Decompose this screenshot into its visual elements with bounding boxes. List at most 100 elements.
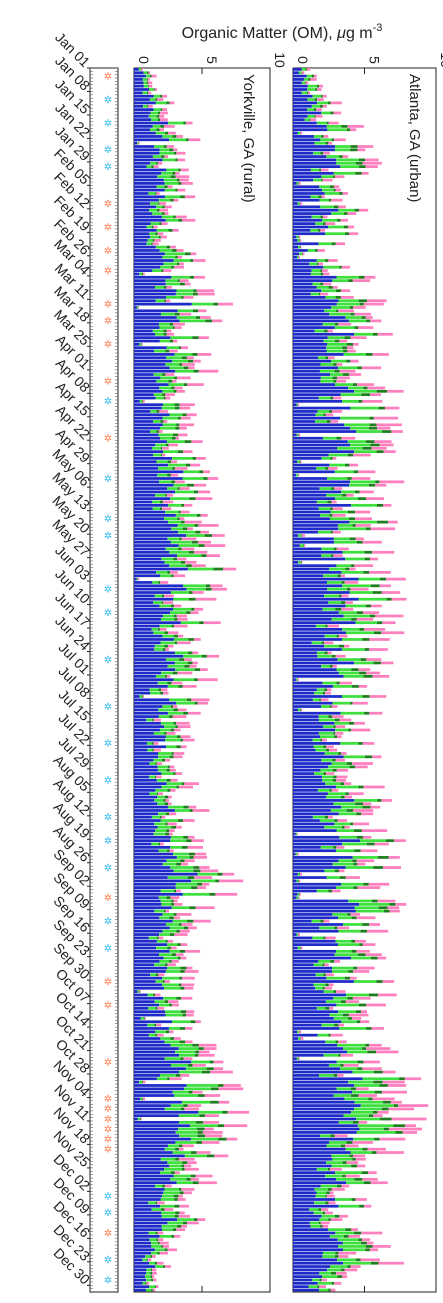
- stacked-bar-segment: [331, 1281, 335, 1285]
- stacked-bar-segment: [293, 976, 327, 980]
- stacked-bar-segment: [154, 1248, 165, 1252]
- stacked-bar-segment: [342, 1241, 361, 1245]
- stacked-bar-segment: [191, 302, 214, 306]
- stacked-bar-segment: [297, 202, 300, 205]
- weather-marker: ✲: [104, 584, 112, 595]
- stacked-bar-segment: [146, 165, 152, 168]
- stacked-bar-segment: [180, 195, 185, 199]
- stacked-bar-segment: [293, 1010, 339, 1014]
- stacked-bar-segment: [164, 631, 168, 635]
- stacked-bar-segment: [187, 845, 203, 849]
- stacked-bar-segment: [167, 473, 171, 477]
- stacked-bar-segment: [192, 336, 199, 340]
- stacked-bar-segment: [164, 802, 169, 806]
- stacked-bar-segment: [293, 1060, 337, 1064]
- stacked-bar-segment: [134, 738, 166, 742]
- stacked-bar-segment: [293, 426, 351, 430]
- stacked-bar-segment: [134, 319, 180, 323]
- stacked-bar-segment: [182, 477, 204, 480]
- stacked-bar-segment: [158, 973, 165, 977]
- stacked-bar-segment: [358, 685, 368, 688]
- stacked-bar-segment: [134, 886, 176, 889]
- stacked-bar-segment: [171, 1003, 179, 1007]
- stacked-bar-segment: [344, 1234, 349, 1238]
- stacked-bar-segment: [211, 587, 227, 591]
- stacked-bar-segment: [195, 597, 217, 601]
- stacked-bar-segment: [345, 557, 365, 561]
- stacked-bar-segment: [293, 470, 335, 474]
- y-axis-label-mu: μ: [336, 25, 346, 42]
- stacked-bar-segment: [160, 842, 164, 846]
- stacked-bar-segment: [293, 239, 298, 242]
- stacked-bar-segment: [150, 202, 159, 205]
- stacked-bar-segment: [148, 71, 151, 75]
- stacked-bar-segment: [351, 1017, 362, 1020]
- stacked-bar-segment: [324, 644, 339, 648]
- stacked-bar-segment: [293, 363, 321, 366]
- stacked-bar-segment: [377, 332, 393, 336]
- stacked-bar-segment: [134, 413, 170, 417]
- stacked-bar-segment: [134, 1131, 176, 1134]
- stacked-bar-segment: [338, 812, 357, 816]
- stacked-bar-segment: [293, 450, 355, 454]
- stacked-bar-segment: [179, 537, 182, 541]
- stacked-bar-segment: [182, 527, 188, 531]
- stacked-bar-segment: [343, 349, 348, 353]
- stacked-bar-segment: [313, 1211, 323, 1215]
- stacked-bar-segment: [326, 876, 340, 879]
- stacked-bar-segment: [171, 386, 175, 390]
- stacked-bar-segment: [134, 212, 153, 215]
- stacked-bar-segment: [385, 577, 406, 581]
- stacked-bar-segment: [293, 1171, 336, 1175]
- stacked-bar-segment: [190, 252, 197, 256]
- stacked-bar-segment: [179, 262, 184, 266]
- stacked-bar-segment: [134, 1094, 175, 1097]
- stacked-bar-segment: [293, 1221, 310, 1225]
- stacked-bar-segment: [134, 1067, 186, 1071]
- stacked-bar-segment: [293, 916, 339, 920]
- stacked-bar-segment: [333, 725, 336, 729]
- weather-marker: ✲: [104, 199, 112, 210]
- stacked-bar-segment: [351, 668, 359, 672]
- stacked-bar-segment: [326, 745, 334, 749]
- stacked-bar-segment: [357, 1164, 366, 1168]
- stacked-bar-segment: [314, 1201, 326, 1205]
- stacked-bar-segment: [191, 886, 198, 889]
- stacked-bar-segment: [353, 829, 362, 832]
- stacked-bar-segment: [182, 218, 196, 222]
- stacked-bar-segment: [346, 1181, 364, 1185]
- stacked-bar-segment: [293, 463, 330, 467]
- stacked-bar-segment: [305, 81, 309, 85]
- stacked-bar-segment: [293, 621, 356, 625]
- stacked-bar-segment: [169, 349, 178, 353]
- weather-marker: ✲: [104, 655, 112, 666]
- stacked-bar-segment: [218, 1087, 244, 1091]
- stacked-bar-segment: [351, 949, 357, 953]
- stacked-bar-segment: [151, 1208, 162, 1211]
- stacked-bar-segment: [206, 1067, 214, 1071]
- stacked-bar-segment: [185, 1067, 207, 1071]
- stacked-bar-segment: [134, 638, 174, 641]
- stacked-bar-segment: [311, 919, 321, 923]
- stacked-bar-segment: [293, 477, 328, 480]
- stacked-bar-segment: [393, 839, 406, 843]
- stacked-bar-segment: [293, 282, 313, 286]
- stacked-bar-segment: [174, 1204, 180, 1208]
- stacked-bar-segment: [320, 1221, 330, 1225]
- stacked-bar-segment: [321, 168, 329, 172]
- stacked-bar-segment: [181, 537, 197, 541]
- stacked-bar-segment: [370, 319, 382, 323]
- stacked-bar-segment: [176, 151, 186, 155]
- stacked-bar-segment: [169, 765, 175, 769]
- stacked-bar-segment: [134, 259, 174, 262]
- stacked-bar-segment: [358, 399, 363, 403]
- stacked-bar-segment: [134, 151, 160, 155]
- stacked-bar-segment: [358, 299, 368, 303]
- stacked-bar-segment: [162, 423, 177, 427]
- stacked-bar-segment: [355, 621, 378, 625]
- stacked-bar-segment: [319, 487, 332, 490]
- stacked-bar-segment: [338, 671, 360, 675]
- stacked-bar-segment: [157, 1006, 165, 1010]
- stacked-bar-segment: [134, 1010, 166, 1014]
- stacked-bar-segment: [162, 983, 179, 987]
